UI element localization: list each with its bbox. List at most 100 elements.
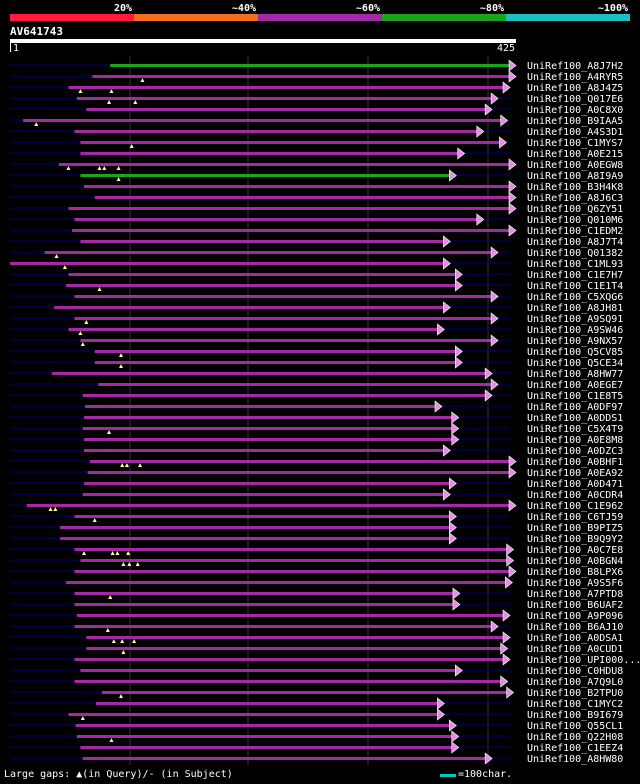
hit-name-link[interactable]: UniRef100_A0DDS1: [527, 413, 623, 424]
hit-name-link[interactable]: UniRef100_A0CDR4: [527, 490, 623, 501]
hit-row[interactable]: UniRef100_C1E962: [10, 499, 623, 512]
hit-row[interactable]: UniRef100_Q017E6: [10, 92, 623, 105]
hit-name-link[interactable]: UniRef100_C1E8T5: [527, 391, 623, 402]
alignment-bar[interactable]: [60, 537, 450, 540]
alignment-bar[interactable]: [82, 427, 452, 430]
alignment-bar[interactable]: [83, 185, 509, 188]
hit-name-link[interactable]: UniRef100_A0E215: [527, 149, 623, 160]
alignment-bar[interactable]: [83, 438, 452, 441]
hit-name-link[interactable]: UniRef100_B9IAA5: [527, 116, 623, 127]
alignment-bar[interactable]: [83, 416, 452, 419]
hit-name-link[interactable]: UniRef100_UPI000...: [527, 655, 640, 666]
hit-name-link[interactable]: UniRef100_A9SW46: [527, 325, 623, 336]
hit-row[interactable]: UniRef100_A8HW80: [10, 752, 623, 765]
hit-row[interactable]: UniRef100_A8J7T4: [10, 235, 623, 248]
hit-row[interactable]: UniRef100_C1EEZ4: [10, 741, 623, 754]
hit-row[interactable]: UniRef100_Q010M6: [10, 213, 623, 226]
alignment-bar[interactable]: [26, 504, 509, 507]
alignment-bar[interactable]: [83, 482, 450, 485]
hit-name-link[interactable]: UniRef100_Q017E6: [527, 94, 623, 105]
hit-name-link[interactable]: UniRef100_A0E8M8: [527, 435, 623, 446]
hit-row[interactable]: UniRef100_UPI000...: [10, 653, 640, 666]
hit-row[interactable]: UniRef100_Q55CL1: [10, 719, 623, 732]
alignment-bar[interactable]: [85, 405, 436, 408]
hit-row[interactable]: UniRef100_A0BGN4: [10, 554, 623, 567]
alignment-bar[interactable]: [58, 163, 509, 166]
alignment-bar[interactable]: [74, 658, 504, 661]
alignment-bar[interactable]: [74, 570, 510, 573]
alignment-bar[interactable]: [54, 306, 444, 309]
hit-row[interactable]: UniRef100_C1E7H7: [10, 268, 623, 281]
hit-name-link[interactable]: UniRef100_A0DSA1: [527, 633, 623, 644]
alignment-bar[interactable]: [82, 757, 486, 760]
hit-name-link[interactable]: UniRef100_C6TJ59: [527, 512, 623, 523]
alignment-bar[interactable]: [80, 559, 507, 562]
hit-row[interactable]: UniRef100_B9I679: [10, 708, 623, 721]
hit-name-link[interactable]: UniRef100_C1EEZ4: [527, 743, 623, 754]
hit-name-link[interactable]: UniRef100_Q22H08: [527, 732, 623, 743]
hit-name-link[interactable]: UniRef100_C1EDM2: [527, 226, 623, 237]
alignment-bar[interactable]: [86, 636, 504, 639]
hit-name-link[interactable]: UniRef100_B2TPU0: [527, 688, 623, 699]
hit-name-link[interactable]: UniRef100_A8HW80: [527, 754, 623, 765]
hit-name-link[interactable]: UniRef100_A8I9A9: [527, 171, 623, 182]
hit-name-link[interactable]: UniRef100_A0EGW8: [527, 160, 623, 171]
alignment-bar[interactable]: [87, 471, 510, 474]
hit-row[interactable]: UniRef100_C5XQG6: [10, 290, 623, 303]
alignment-bar[interactable]: [86, 108, 486, 111]
alignment-bar[interactable]: [74, 317, 492, 320]
alignment-bar[interactable]: [86, 647, 501, 650]
hit-name-link[interactable]: UniRef100_A8JH81: [527, 303, 623, 314]
alignment-bar[interactable]: [94, 361, 456, 364]
alignment-bar[interactable]: [80, 141, 500, 144]
hit-row[interactable]: UniRef100_A9SQ91: [10, 312, 623, 325]
hit-row[interactable]: UniRef100_A9S5F6: [10, 576, 623, 589]
alignment-bar[interactable]: [75, 724, 450, 727]
hit-row[interactable]: UniRef100_A0E8M8: [10, 433, 623, 446]
hit-row[interactable]: UniRef100_A0DSA1: [10, 631, 623, 644]
hit-name-link[interactable]: UniRef100_A7Q9L0: [527, 677, 623, 688]
hit-row[interactable]: UniRef100_A8HW77: [10, 367, 623, 380]
hit-row[interactable]: UniRef100_A0EA92: [10, 466, 623, 479]
alignment-bar[interactable]: [74, 515, 450, 518]
alignment-bar[interactable]: [95, 702, 438, 705]
hit-row[interactable]: UniRef100_B3H4K8: [10, 180, 623, 193]
hit-row[interactable]: UniRef100_A8JH81: [10, 301, 623, 314]
hit-row[interactable]: UniRef100_A0EGE7: [10, 378, 623, 391]
hit-name-link[interactable]: UniRef100_B9Q9Y2: [527, 534, 623, 545]
hit-name-link[interactable]: UniRef100_A8J4Z5: [527, 83, 623, 94]
hit-name-link[interactable]: UniRef100_A0BGN4: [527, 556, 623, 567]
alignment-bar[interactable]: [76, 735, 452, 738]
alignment-bar[interactable]: [94, 350, 456, 353]
hit-row[interactable]: UniRef100_C0HDU8: [10, 664, 623, 677]
hit-name-link[interactable]: UniRef100_A8HW77: [527, 369, 623, 380]
alignment-bar[interactable]: [92, 75, 510, 78]
hit-row[interactable]: UniRef100_A0C7E8: [10, 543, 623, 556]
hit-row[interactable]: UniRef100_Q5CE34: [10, 356, 623, 369]
alignment-bar[interactable]: [83, 449, 444, 452]
hit-row[interactable]: UniRef100_B9IAA5: [10, 114, 623, 127]
hit-row[interactable]: UniRef100_Q5CV85: [10, 345, 623, 358]
alignment-bar[interactable]: [80, 240, 444, 243]
alignment-bar[interactable]: [94, 196, 509, 199]
hit-row[interactable]: UniRef100_A0D471: [10, 477, 623, 490]
hit-row[interactable]: UniRef100_C5X4T9: [10, 422, 623, 435]
hit-name-link[interactable]: UniRef100_A9NX57: [527, 336, 623, 347]
alignment-bar[interactable]: [74, 548, 507, 551]
hit-row[interactable]: UniRef100_Q22H08: [10, 730, 623, 743]
hit-name-link[interactable]: UniRef100_A8J7T4: [527, 237, 623, 248]
hit-name-link[interactable]: UniRef100_A8J6C3: [527, 193, 623, 204]
hit-row[interactable]: UniRef100_A0C8X0: [10, 103, 623, 116]
alignment-bar[interactable]: [80, 746, 452, 749]
hit-name-link[interactable]: UniRef100_C1E962: [527, 501, 623, 512]
alignment-bar[interactable]: [66, 284, 456, 287]
hit-name-link[interactable]: UniRef100_C1MYC2: [527, 699, 623, 710]
hit-name-link[interactable]: UniRef100_B3H4K8: [527, 182, 623, 193]
hit-row[interactable]: UniRef100_A9P096: [10, 609, 623, 622]
hit-name-link[interactable]: UniRef100_A0DZC3: [527, 446, 623, 457]
hit-name-link[interactable]: UniRef100_A0BHF1: [527, 457, 623, 468]
hit-name-link[interactable]: UniRef100_Q01382: [527, 248, 623, 259]
hit-name-link[interactable]: UniRef100_A9SQ91: [527, 314, 623, 325]
hit-row[interactable]: UniRef100_B8LPX6: [10, 565, 623, 578]
hit-row[interactable]: UniRef100_Q6ZY51: [10, 202, 623, 215]
